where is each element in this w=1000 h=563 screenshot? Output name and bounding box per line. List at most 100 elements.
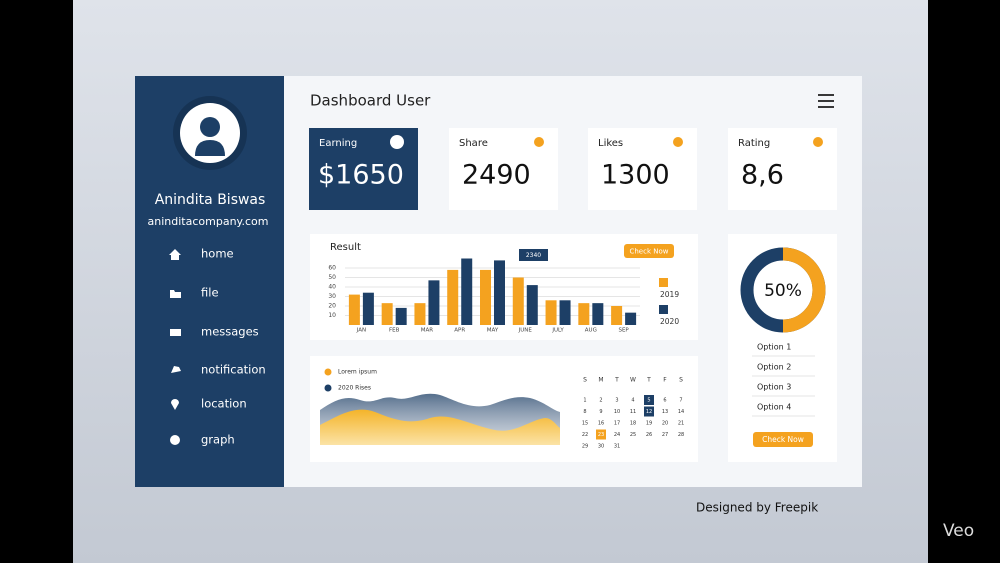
day[interactable]: 12 [646,409,652,415]
bar [362,292,374,325]
bar [559,300,571,325]
day[interactable]: 9 [599,409,602,415]
weekday: M [598,377,603,384]
stat-value: 1300 [601,160,670,191]
x-tick-label: JULY [551,328,564,334]
option[interactable]: Option 2 [757,363,791,372]
x-tick-label: JAN [356,328,366,334]
day[interactable]: 17 [614,421,620,427]
stat-label: Earning [319,138,357,149]
y-tick-label: 40 [328,284,336,291]
bar [526,285,538,325]
y-tick-label: 20 [328,303,336,310]
menu-item[interactable]: notification [201,363,266,377]
option[interactable]: Option 4 [757,403,791,412]
watermark: Veo [943,521,974,541]
legend-label: 2020 Rises [338,385,371,392]
day[interactable]: 28 [678,432,684,438]
bar [461,258,473,325]
day[interactable]: 2 [599,398,602,404]
day[interactable]: 31 [614,444,620,450]
menu-item[interactable]: messages [201,325,259,339]
day[interactable]: 22 [582,432,588,438]
legend-label: Lorem ipsum [338,369,377,376]
area-wave [320,409,560,445]
bar [381,303,393,325]
menu-button[interactable] [818,94,834,108]
header-title: Dashboard User [310,92,431,110]
day[interactable]: 4 [631,398,634,404]
day[interactable]: 23 [598,432,604,438]
bar [348,294,360,325]
weekday: S [679,377,683,384]
day[interactable]: 24 [614,432,620,438]
menu-item[interactable]: home [201,247,234,261]
day[interactable]: 3 [615,398,618,404]
bar [611,306,623,325]
day[interactable]: 14 [678,409,684,415]
x-tick-label: FEB [389,328,400,334]
check-now-label[interactable]: Check Now [629,248,668,256]
annotation-box [519,249,548,261]
day[interactable]: 20 [662,421,668,427]
day[interactable]: 29 [582,444,588,450]
day[interactable]: 8 [583,409,586,415]
day[interactable]: 15 [582,421,588,427]
bar [494,260,505,325]
day[interactable]: 10 [614,409,620,415]
day[interactable]: 1 [583,398,586,404]
bar [592,303,604,325]
weekday: W [630,377,636,384]
icon-notification [171,366,181,373]
x-tick-label: MAY [487,328,499,334]
bar [395,307,407,325]
day[interactable]: 25 [630,432,636,438]
day[interactable]: 5 [647,398,650,404]
menu-item[interactable]: location [201,397,247,411]
x-tick-label: APR [454,328,465,334]
bar [428,280,440,325]
weekday: T [646,377,651,384]
icon-messages [170,329,181,336]
check-now-button[interactable] [624,244,674,258]
footer-credit: Designed by Freepik [696,501,818,515]
day[interactable]: 16 [598,421,604,427]
day[interactable]: 26 [646,432,652,438]
day[interactable]: 13 [662,409,668,415]
legend-swatch [659,278,668,287]
stat-label: Likes [598,138,623,149]
day[interactable]: 27 [662,432,668,438]
donut-segment [782,247,826,333]
bar [414,303,426,325]
y-tick-label: 10 [328,312,336,319]
icon-home [169,249,181,260]
weekday: F [663,377,667,384]
option[interactable]: Option 3 [757,383,791,392]
day[interactable]: 11 [630,409,636,415]
day[interactable]: 30 [598,444,604,450]
icon-location [171,399,179,410]
stat-label: Share [459,138,488,149]
y-tick-label: 50 [328,274,336,281]
day[interactable]: 21 [678,421,684,427]
stat-value: 8,6 [741,160,784,191]
menu-item[interactable]: file [201,286,219,300]
day[interactable]: 7 [679,398,682,404]
options-button[interactable] [753,432,813,447]
stat-value: $1650 [318,160,404,191]
legend-swatch [659,305,668,314]
legend-label: 2019 [660,290,679,299]
stat-value: 2490 [462,160,531,191]
day[interactable]: 19 [646,421,652,427]
day[interactable]: 6 [663,398,666,404]
x-tick-label: MAR [421,328,434,334]
legend-dot [324,384,332,392]
option[interactable]: Option 1 [757,343,791,352]
bar [625,312,637,325]
options-button-label[interactable]: Check Now [762,435,804,444]
avatar-head [200,117,220,137]
menu-item[interactable]: graph [201,433,235,447]
day[interactable]: 18 [630,421,636,427]
